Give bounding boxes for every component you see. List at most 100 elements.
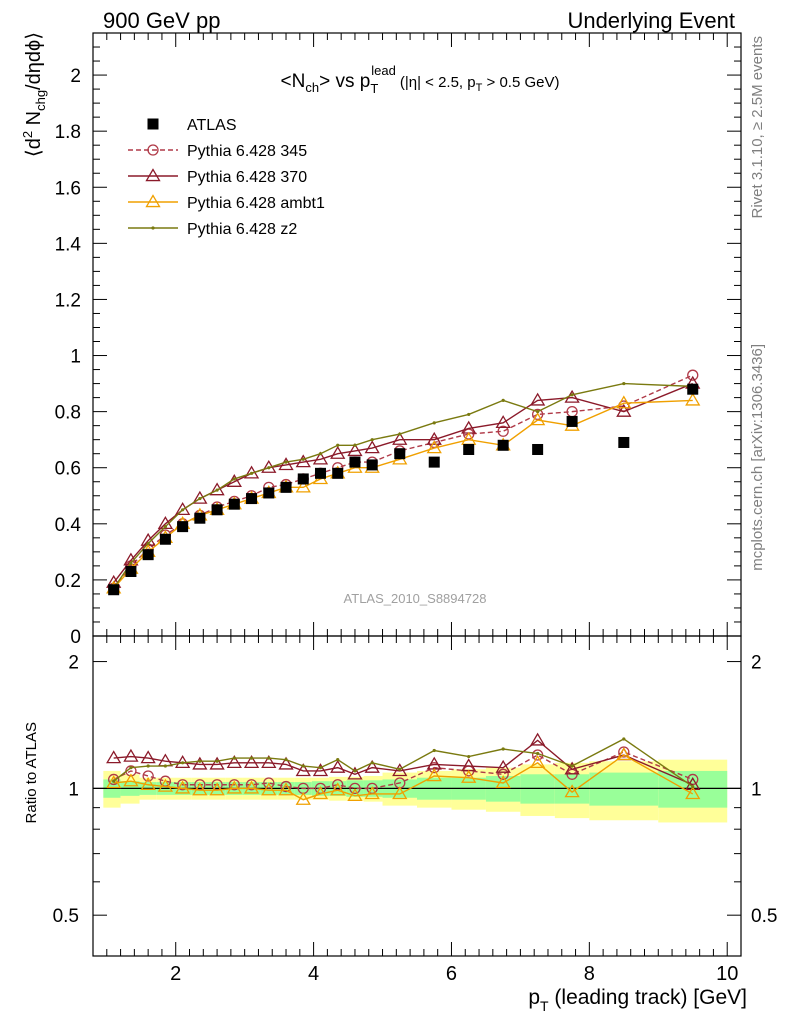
xlabel: pT (leading track) [GeV] (528, 986, 747, 1014)
data-point-atlas (211, 504, 223, 516)
data-point-atlas (228, 498, 240, 510)
data-point-atlas (246, 493, 258, 505)
legend-marker-pythia-6-428-345 (147, 144, 159, 156)
ratio-point-pythia-6-428-z2 (129, 766, 133, 770)
ratio-point-pythia-6-428-z2 (163, 764, 167, 768)
ratio-point-pythia-6-428-z2 (232, 756, 236, 760)
data-point-pythia-6-428-345 (687, 369, 699, 381)
data-point-atlas (332, 467, 344, 479)
data-point-pythia-6-428-z2 (301, 457, 305, 461)
data-point-pythia-6-428-370 (426, 431, 442, 445)
legend-label-pythia-6-428-370: Pythia 6.428 370 (187, 169, 307, 186)
data-point-pythia-6-428-ambt1 (295, 479, 311, 493)
ratio-y-tick-label-right: 0.5 (751, 906, 777, 927)
header-right: Underlying Event (567, 8, 735, 33)
data-point-atlas (125, 565, 137, 577)
ratio-point-pythia-6-428-z2 (301, 764, 305, 768)
ratio-point-pythia-6-428-345 (618, 746, 630, 758)
series-line-pythia-6-428-z2 (113, 382, 693, 589)
side-text-rivet: Rivet 3.1.10, ≥ 2.5M events (749, 36, 766, 219)
data-point-pythia-6-428-ambt1 (426, 440, 442, 454)
data-point-atlas (297, 473, 309, 485)
ratio-point-pythia-6-428-ambt1 (123, 773, 139, 787)
data-point-pythia-6-428-370 (495, 415, 511, 429)
ratio-point-pythia-6-428-ambt1 (330, 782, 346, 796)
data-point-atlas (159, 533, 171, 545)
x-tick-label: 2 (170, 963, 181, 985)
ratio-series-line-pythia-6-428-ambt1 (113, 754, 694, 801)
ratio-point-pythia-6-428-345 (497, 768, 509, 780)
main-y-tick-label: 1.4 (55, 234, 82, 255)
data-point-pythia-6-428-ambt1 (685, 392, 701, 406)
ratio-point-pythia-6-428-z2 (112, 779, 116, 783)
main-y-tick-label: 0.8 (55, 403, 81, 424)
ratio-plot-frame (92, 635, 742, 957)
data-point-pythia-6-428-370 (278, 457, 294, 471)
ratio-point-pythia-6-428-z2 (536, 751, 540, 756)
data-point-atlas (618, 436, 630, 448)
legend: ATLAS Pythia 6.428 345 Pythia 6.428 370 Pyt… (128, 117, 325, 238)
ratio-point-pythia-6-428-ambt1 (495, 775, 511, 789)
ratio-point-pythia-6-428-ambt1 (364, 786, 380, 800)
main-y-tick-label: 0.4 (55, 515, 82, 536)
legend-label-atlas: ATLAS (187, 117, 237, 134)
ratio-point-pythia-6-428-370 (243, 755, 260, 769)
ratio-point-pythia-6-428-ambt1 (278, 782, 294, 796)
legend-label-pythia-6-428-ambt1: Pythia 6.428 ambt1 (187, 195, 325, 212)
ratio-point-pythia-6-428-ambt1 (261, 782, 277, 796)
ratio-point-pythia-6-428-ambt1 (209, 782, 225, 796)
data-point-pythia-6-428-370 (347, 443, 363, 457)
ratio-point-pythia-6-428-ambt1 (295, 791, 311, 805)
ratio-point-pythia-6-428-z2 (336, 758, 340, 762)
ratio-point-pythia-6-428-370 (106, 750, 122, 764)
ratio-point-pythia-6-428-ambt1 (192, 782, 208, 796)
ratio-point-pythia-6-428-370 (209, 756, 225, 770)
main-ylabel: ⟨d2 Nchg/dηdϕ⟩ (20, 32, 48, 157)
data-point-pythia-6-428-z2 (181, 508, 185, 512)
plot-title: <Nch> vs pTlead(|η| < 2.5, pT > 0.5 GeV) (281, 63, 560, 96)
ratio-point-pythia-6-428-z2 (249, 756, 254, 760)
data-point-pythia-6-428-z2 (467, 412, 471, 417)
ratio-point-pythia-6-428-z2 (353, 769, 357, 773)
ratio-y-tick-label-left: 2 (68, 653, 79, 674)
ratio-point-pythia-6-428-z2 (370, 761, 374, 765)
data-point-atlas (394, 448, 406, 460)
analysis-watermark: ATLAS_2010_S8894728 (344, 591, 487, 606)
data-point-pythia-6-428-370 (312, 451, 329, 465)
data-point-pythia-6-428-z2 (198, 496, 202, 501)
data-point-pythia-6-428-370 (295, 454, 311, 468)
ratio-point-pythia-6-428-z2 (622, 737, 626, 741)
data-point-pythia-6-428-z2 (501, 398, 505, 403)
data-point-atlas (532, 443, 544, 455)
ratio-point-pythia-6-428-ambt1 (685, 786, 701, 800)
data-point-pythia-6-428-370 (364, 440, 380, 454)
ratio-point-pythia-6-428-370 (530, 732, 546, 746)
ratio-point-pythia-6-428-345 (142, 770, 154, 782)
data-point-atlas (280, 481, 292, 493)
side-text-mcplots: mcplots.cern.ch [arXiv:1306.3436] (749, 344, 766, 571)
data-point-pythia-6-428-z2 (353, 443, 357, 447)
data-point-atlas (263, 487, 275, 499)
ratio-point-pythia-6-428-z2 (181, 761, 185, 765)
ratio-point-pythia-6-428-ambt1 (106, 775, 122, 789)
data-point-atlas (194, 512, 206, 524)
ratio-point-pythia-6-428-z2 (318, 766, 323, 770)
data-point-pythia-6-428-370 (392, 431, 408, 445)
ratio-point-pythia-6-428-ambt1 (347, 788, 363, 802)
main-series-layer (106, 369, 701, 596)
data-point-atlas (349, 456, 361, 468)
data-point-pythia-6-428-ambt1 (530, 412, 546, 426)
data-point-pythia-6-428-z2 (398, 432, 402, 436)
ratio-point-pythia-6-428-370 (495, 759, 511, 773)
data-point-pythia-6-428-370 (616, 403, 632, 417)
data-point-pythia-6-428-z2 (163, 525, 167, 529)
ratio-point-pythia-6-428-ambt1 (530, 755, 546, 769)
legend-marker-pythia-6-428-ambt1 (145, 194, 161, 208)
main-y-tick-label: 1.2 (55, 290, 81, 311)
data-point-pythia-6-428-z2 (370, 438, 374, 442)
ratio-point-pythia-6-428-z2 (501, 747, 505, 751)
x-tick-label: 6 (446, 963, 457, 985)
ratio-series-layer (106, 732, 701, 805)
ratio-y-tick-label-left: 0.5 (53, 906, 79, 927)
